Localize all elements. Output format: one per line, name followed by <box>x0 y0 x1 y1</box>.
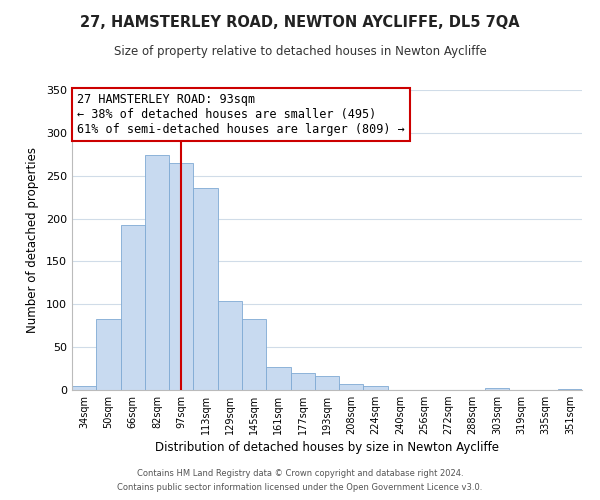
Bar <box>315 376 339 390</box>
Bar <box>266 367 290 390</box>
Bar <box>169 163 193 390</box>
Bar <box>121 224 145 390</box>
Bar <box>339 384 364 390</box>
Bar <box>558 389 582 390</box>
Bar <box>242 319 266 390</box>
X-axis label: Distribution of detached houses by size in Newton Aycliffe: Distribution of detached houses by size … <box>155 442 499 454</box>
Bar <box>145 155 169 390</box>
Bar <box>290 373 315 390</box>
Bar <box>364 386 388 390</box>
Bar <box>193 188 218 390</box>
Bar <box>72 386 96 390</box>
Text: Contains HM Land Registry data © Crown copyright and database right 2024.: Contains HM Land Registry data © Crown c… <box>137 468 463 477</box>
Text: Contains public sector information licensed under the Open Government Licence v3: Contains public sector information licen… <box>118 484 482 492</box>
Text: 27 HAMSTERLEY ROAD: 93sqm
← 38% of detached houses are smaller (495)
61% of semi: 27 HAMSTERLEY ROAD: 93sqm ← 38% of detac… <box>77 93 405 136</box>
Text: Size of property relative to detached houses in Newton Aycliffe: Size of property relative to detached ho… <box>113 45 487 58</box>
Bar <box>96 319 121 390</box>
Y-axis label: Number of detached properties: Number of detached properties <box>26 147 39 333</box>
Bar <box>485 388 509 390</box>
Text: 27, HAMSTERLEY ROAD, NEWTON AYCLIFFE, DL5 7QA: 27, HAMSTERLEY ROAD, NEWTON AYCLIFFE, DL… <box>80 15 520 30</box>
Bar <box>218 301 242 390</box>
